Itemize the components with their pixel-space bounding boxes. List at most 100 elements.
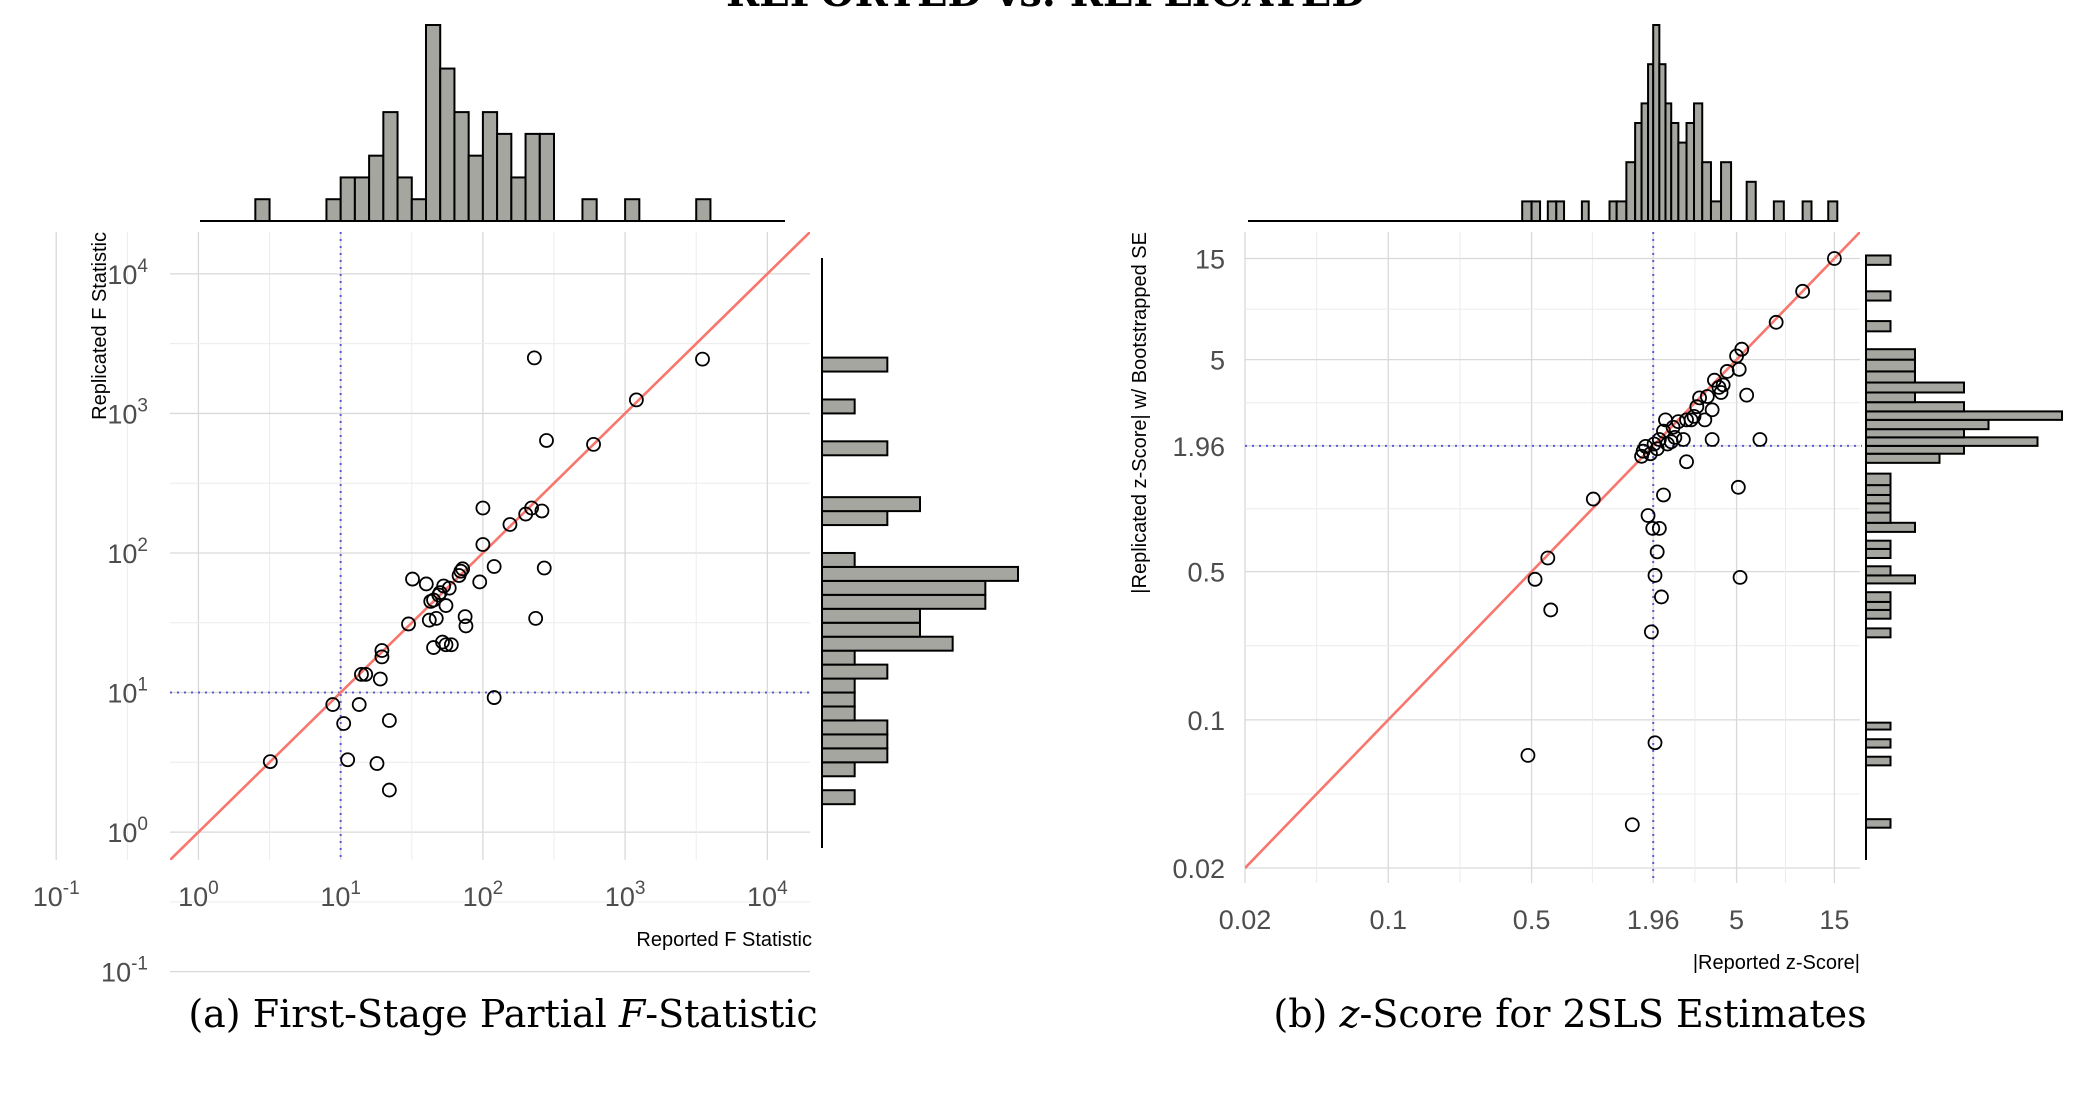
- right-hist-bar: [1865, 565, 1892, 577]
- top-hist-bar: [1546, 200, 1558, 222]
- y-tick-exponent: -1: [131, 954, 148, 975]
- top-hist-bar: [1521, 200, 1533, 222]
- right-hist-bar: [1865, 547, 1892, 559]
- right-hist-bar: [1865, 521, 1916, 533]
- y-tick-exponent: 2: [137, 535, 148, 556]
- y-tick-exponent: 3: [137, 395, 148, 416]
- right-hist-bar: [821, 607, 921, 624]
- data-point: [1656, 423, 1671, 439]
- right-hist-bar: [821, 663, 889, 680]
- data-point: [1704, 402, 1720, 418]
- top-hist-bar: [624, 198, 641, 223]
- x-tick-exponent: 0: [208, 878, 219, 899]
- top-hist-bar: [325, 198, 342, 223]
- y-axis-title: Replicated F Statistic: [89, 232, 111, 420]
- top-hist-bar: [1685, 122, 1696, 222]
- right-hist-bar: [821, 510, 889, 527]
- top-hist-bar: [1701, 161, 1712, 222]
- top-hist-bar: [1555, 200, 1566, 222]
- data-point: [502, 517, 518, 532]
- data-point: [1739, 387, 1755, 403]
- data-point: [486, 690, 502, 705]
- diagonal-group: [1245, 232, 1860, 869]
- right-hist-bar: [821, 761, 856, 778]
- right-hist-bar: [1865, 472, 1892, 487]
- right-hist-bar: [1865, 574, 1916, 585]
- x-tick-exponent: -1: [63, 878, 80, 899]
- y-tick-label: 0.02: [1172, 854, 1225, 884]
- data-point: [1647, 568, 1663, 583]
- data-point: [374, 643, 390, 658]
- right-hist-bar: [1865, 452, 1941, 464]
- top-hist-bar: [254, 198, 271, 223]
- top-hist-bar: [1693, 102, 1704, 222]
- y-tick-label: 102: [107, 535, 148, 569]
- y-tick-base: 10: [107, 679, 137, 709]
- x-tick-base: 10: [605, 882, 635, 912]
- y-tick-label: 5: [1210, 346, 1225, 376]
- y-tick-label: 0.1: [1187, 706, 1225, 736]
- data-point: [1689, 399, 1705, 415]
- data-point: [1699, 389, 1715, 404]
- top-hist-bar: [1670, 122, 1680, 222]
- y-tick-label: 15: [1195, 244, 1225, 274]
- right-hist-bar: [1865, 738, 1892, 749]
- top-hist-bar: [1709, 200, 1723, 222]
- data-point: [526, 350, 542, 366]
- data-point: [486, 559, 502, 574]
- tick-labels: 0.02 0.02 0.1 0.1 0.5 0.5 1.96 1.96 5 5 15 15: [1172, 244, 1849, 935]
- x-tick-label: 104: [747, 878, 788, 912]
- data-point: [1679, 412, 1694, 428]
- data-point: [1640, 508, 1656, 523]
- right-hist-bar: [1865, 755, 1892, 767]
- x-tick-label: 15: [1819, 905, 1849, 935]
- right-hist-bar: [821, 579, 987, 596]
- right-hist-bar: [821, 440, 889, 457]
- y-tick-label: 104: [107, 256, 148, 290]
- top-histogram: [200, 24, 785, 223]
- top-hist-bar: [453, 111, 470, 222]
- top-hist-bar: [538, 132, 555, 222]
- data-point: [1734, 341, 1750, 357]
- right-hist-bar: [1865, 320, 1892, 333]
- data-point: [528, 610, 544, 626]
- top-hist-bar: [1801, 200, 1813, 222]
- top-hist-bar: [467, 154, 484, 223]
- panel-b-caption: (b) z-Score for 2SLS Estimates: [1273, 992, 1866, 1036]
- data-point: [1731, 361, 1747, 377]
- data-point: [472, 574, 488, 590]
- x-axis-title: |Reported z-Score|: [1693, 952, 1860, 974]
- data-point: [458, 618, 474, 634]
- data-point: [539, 433, 554, 448]
- data-point: [1647, 735, 1663, 751]
- right-hist-bar: [821, 691, 856, 708]
- right-hist-bar: [1865, 391, 1916, 404]
- x-tick-label: 101: [320, 878, 361, 912]
- y-tick-exponent: 4: [137, 256, 148, 277]
- x-axis-title: Reported F Statistic: [636, 929, 812, 951]
- data-point: [443, 637, 459, 653]
- x-tick-label: 102: [463, 878, 504, 912]
- right-hist-bar: [1865, 600, 1892, 611]
- data-point: [1624, 817, 1640, 833]
- data-point: [1730, 479, 1746, 495]
- top-hist-bar: [1677, 141, 1688, 223]
- data-point: [1692, 390, 1707, 406]
- y-tick-label: 103: [107, 395, 148, 429]
- right-hist-bar: [1865, 608, 1892, 620]
- data-point: [628, 392, 644, 408]
- right-hist-bar: [821, 398, 856, 415]
- right-hist-bar: [1865, 502, 1892, 514]
- top-hist-bar: [1720, 161, 1733, 222]
- y-tick-label: 1.96: [1172, 432, 1225, 462]
- right-hist-bar: [1865, 358, 1916, 373]
- top-hist-bar: [695, 198, 712, 223]
- x-tick-exponent: 1: [350, 878, 361, 899]
- top-hist-bar: [524, 132, 541, 222]
- data-point: [405, 571, 420, 587]
- data-point: [340, 752, 356, 768]
- right-histogram: [821, 258, 1019, 848]
- right-hist-bar: [1865, 818, 1892, 829]
- y-axis-title: |Replicated z-Score| w/ Bootstrapped SE: [1129, 232, 1151, 594]
- data-point: [586, 436, 601, 452]
